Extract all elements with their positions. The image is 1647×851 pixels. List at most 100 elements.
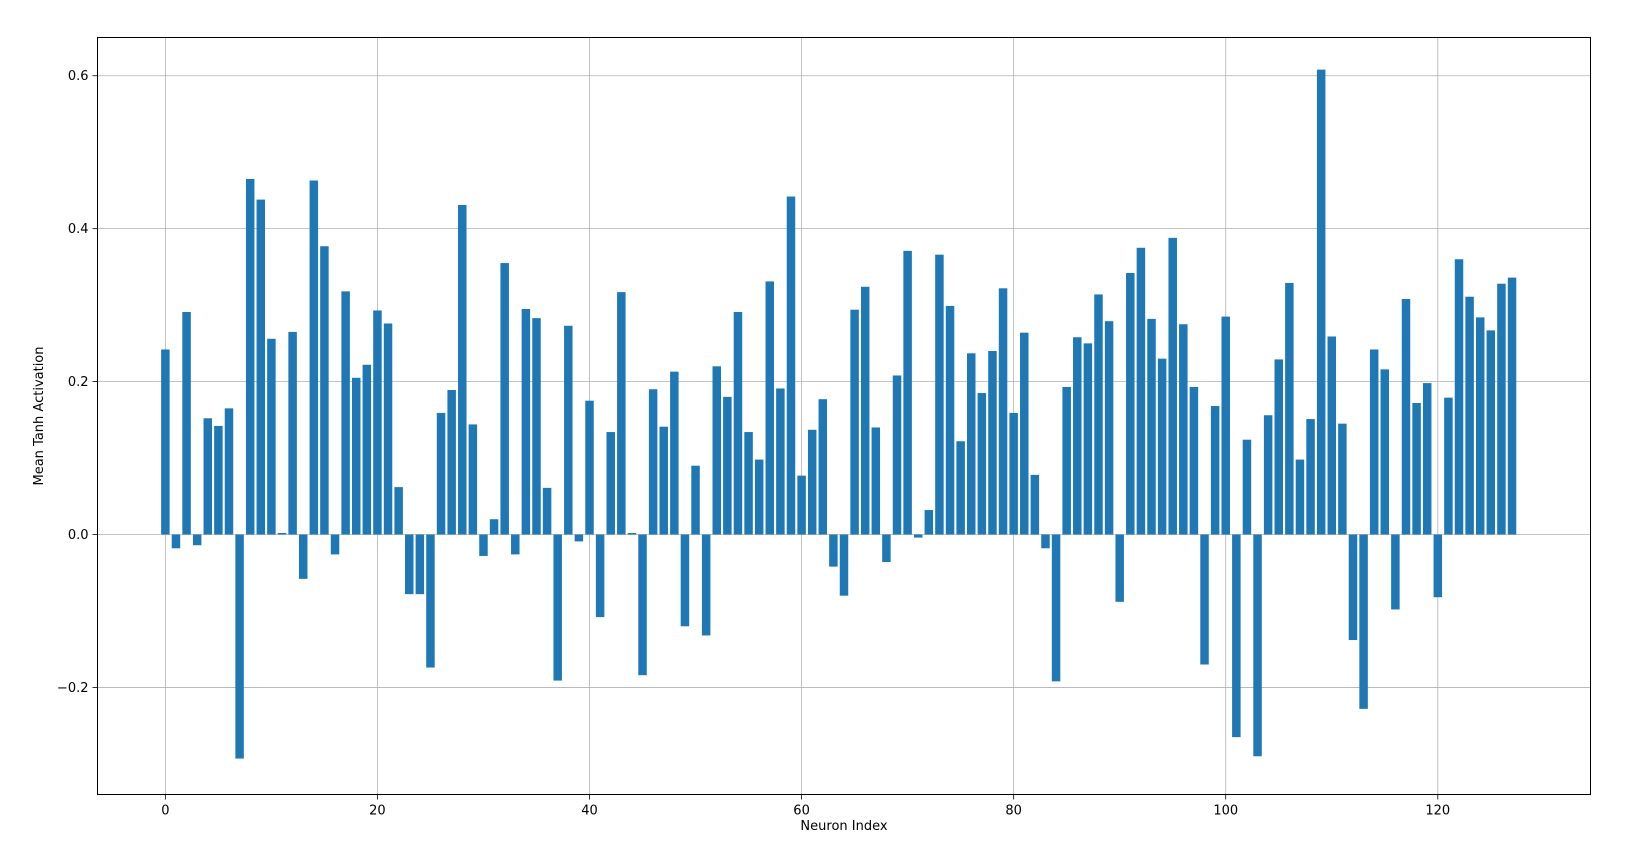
bar-neuron-98 [1200, 534, 1209, 665]
bar-neuron-100 [1221, 316, 1230, 535]
bar-neuron-23 [405, 534, 414, 595]
bar-neuron-117 [1401, 299, 1411, 535]
bar-neuron-58 [776, 388, 785, 535]
bar-neuron-5 [214, 425, 223, 535]
bar-neuron-113 [1359, 534, 1368, 709]
bar-neuron-69 [892, 375, 902, 535]
bar-neuron-122 [1454, 259, 1464, 535]
bar-neuron-54 [733, 312, 743, 535]
bar-neuron-17 [341, 291, 350, 535]
bar-neuron-118 [1412, 403, 1421, 535]
bar-neuron-83 [1041, 534, 1050, 549]
bar-neuron-14 [309, 180, 319, 535]
bar-neuron-53 [723, 396, 732, 535]
x-tick-label: 20 [369, 804, 386, 819]
bar-neuron-95 [1168, 237, 1177, 535]
bar-neuron-41 [595, 534, 605, 618]
bar-neuron-103 [1253, 534, 1262, 757]
bar-neuron-119 [1422, 383, 1432, 535]
bar-neuron-76 [967, 353, 976, 535]
bar-neuron-32 [500, 263, 509, 535]
bar-neuron-48 [670, 371, 679, 535]
x-tick-label: 120 [1425, 804, 1450, 819]
bar-neuron-91 [1126, 273, 1135, 535]
bar-neuron-47 [659, 426, 668, 535]
bar-neuron-94 [1157, 358, 1167, 535]
bar-neuron-70 [903, 250, 912, 535]
bar-neuron-123 [1465, 296, 1474, 535]
bar-neuron-0 [161, 349, 170, 535]
bar-neuron-45 [638, 534, 647, 676]
bar-neuron-27 [447, 390, 456, 535]
bar-neuron-49 [680, 534, 690, 627]
bar-neuron-88 [1094, 294, 1103, 535]
y-tick-label: 0.6 [68, 69, 89, 84]
bar-neuron-56 [754, 459, 764, 535]
bar-neuron-78 [988, 351, 997, 535]
bar-neuron-6 [224, 408, 234, 535]
bar-neuron-114 [1369, 349, 1379, 535]
bar-neuron-30 [479, 534, 488, 556]
bar-neuron-4 [203, 418, 213, 535]
bar-neuron-61 [807, 429, 817, 535]
bar-neuron-107 [1295, 459, 1305, 535]
bar-neuron-37 [553, 534, 562, 681]
bar-neuron-7 [235, 534, 244, 759]
y-axis-label: Mean Tanh Activation [32, 346, 47, 485]
bar-neuron-82 [1030, 474, 1040, 535]
bar-neuron-31 [489, 519, 499, 535]
bar-neuron-57 [765, 281, 775, 535]
bar-neuron-9 [256, 199, 266, 535]
bar-neuron-92 [1136, 247, 1146, 535]
bar-neuron-108 [1306, 419, 1315, 535]
bar-neuron-71 [913, 534, 923, 538]
bar-neuron-116 [1391, 534, 1400, 610]
bar-neuron-19 [362, 364, 372, 535]
bar-neuron-26 [436, 412, 446, 535]
bar-neuron-110 [1327, 336, 1337, 535]
bar-neuron-97 [1189, 386, 1199, 535]
bar-neuron-36 [542, 487, 552, 535]
bar-neuron-13 [298, 534, 308, 579]
y-tick-label: −0.2 [57, 681, 89, 696]
bar-neuron-38 [564, 325, 573, 535]
bar-neuron-75 [956, 441, 965, 535]
bar-neuron-34 [521, 308, 531, 535]
bar-neuron-39 [574, 534, 584, 542]
bar-neuron-10 [267, 338, 276, 535]
bar-neuron-25 [426, 534, 435, 668]
bar-neuron-101 [1232, 534, 1241, 738]
bar-neuron-89 [1104, 321, 1114, 535]
bar-neuron-111 [1338, 423, 1347, 535]
bar-neuron-74 [945, 305, 955, 535]
bar-neuron-60 [797, 475, 806, 535]
bar-neuron-96 [1179, 324, 1188, 535]
bar-neuron-85 [1062, 386, 1071, 535]
x-tick-label: 80 [1005, 804, 1022, 819]
bar-neuron-40 [585, 400, 594, 535]
bar-neuron-112 [1348, 534, 1358, 641]
bar-neuron-102 [1242, 439, 1252, 535]
bar-neuron-66 [860, 286, 870, 535]
bar-neuron-62 [818, 399, 828, 535]
bar-neuron-44 [627, 532, 637, 535]
bar-neuron-67 [871, 427, 881, 535]
bar-neuron-104 [1263, 415, 1273, 535]
bar-neuron-115 [1380, 369, 1390, 535]
bar-neuron-63 [829, 534, 838, 567]
bar-neuron-2 [182, 312, 191, 535]
bar-neuron-73 [935, 254, 944, 535]
bar-neuron-3 [192, 534, 202, 546]
bar-neuron-80 [1009, 412, 1018, 535]
bar-neuron-43 [617, 292, 626, 535]
bar-neuron-79 [998, 288, 1008, 535]
y-tick-label: 0.2 [68, 375, 89, 390]
bar-neuron-18 [351, 377, 361, 535]
x-axis-label: Neuron Index [800, 819, 887, 834]
y-tick-label: 0.0 [68, 528, 89, 543]
bar-neuron-52 [712, 366, 721, 535]
y-tick-label: 0.4 [68, 222, 89, 237]
x-tick-label: 100 [1213, 804, 1238, 819]
bar-neuron-21 [383, 323, 393, 535]
